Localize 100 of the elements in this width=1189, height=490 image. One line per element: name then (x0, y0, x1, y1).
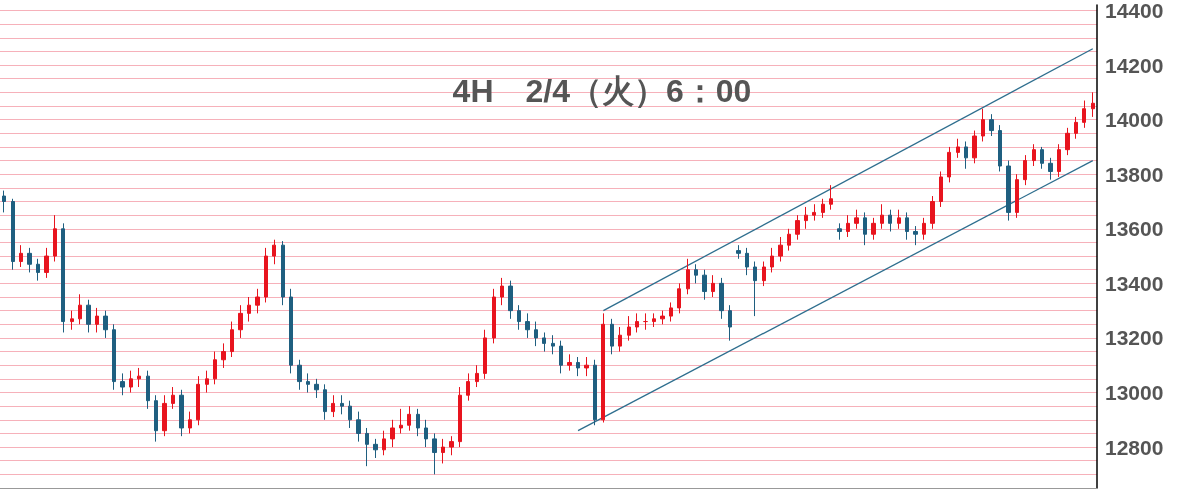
candlestick (44, 247, 49, 279)
y-tick-label: 14200 (1105, 53, 1164, 77)
candlestick (348, 400, 352, 429)
y-tick-label: 13000 (1105, 381, 1164, 404)
candlestick (989, 113, 994, 137)
candlestick (179, 389, 184, 437)
candlestick (871, 217, 876, 241)
candlestick (458, 386, 462, 448)
candlestick (323, 383, 327, 421)
candlestick (27, 247, 32, 273)
y-tick-label: 14000 (1105, 108, 1164, 132)
candlestick (795, 214, 800, 241)
candlestick (702, 269, 707, 301)
candlestick (407, 405, 411, 432)
candlestick (78, 293, 82, 325)
candlestick (120, 372, 125, 396)
candlestick (331, 394, 335, 418)
candlestick (11, 198, 15, 271)
candlestick (635, 312, 639, 333)
candlestick (382, 430, 386, 456)
candlestick (627, 315, 631, 342)
candlestick (466, 372, 470, 402)
candlestick (61, 222, 65, 333)
y-tick-label: 13600 (1105, 217, 1164, 241)
candlestick (221, 342, 226, 369)
y-tick-label: 13800 (1105, 162, 1164, 186)
candlestick (53, 214, 57, 263)
candlestick (137, 367, 141, 388)
candlestick (770, 247, 774, 273)
candlestick (576, 356, 580, 377)
candlestick (508, 280, 513, 320)
candlestick (103, 310, 108, 339)
candlestick (1074, 116, 1078, 140)
candlestick (660, 310, 665, 325)
candlestick (812, 203, 816, 222)
candlestick (534, 321, 538, 347)
candlestick (1023, 154, 1027, 186)
candlestick (1091, 91, 1095, 118)
candlestick (719, 277, 724, 320)
candlestick (913, 225, 918, 246)
candlestick (238, 304, 243, 339)
candlestick (365, 427, 369, 467)
y-tick-label: 14400 (1105, 0, 1164, 22)
candlestick (475, 364, 479, 388)
candlestick (1040, 146, 1044, 170)
candlestick (542, 331, 546, 353)
candlestick (373, 438, 378, 459)
candlestick (205, 370, 209, 393)
candlestick (677, 282, 681, 314)
candlestick (213, 351, 217, 385)
candlestick (432, 432, 437, 475)
candlestick (247, 296, 251, 323)
candlestick (306, 372, 310, 393)
candlestick (778, 236, 783, 263)
candlestick (837, 222, 842, 241)
candlestick (601, 312, 605, 424)
candlestick (551, 334, 555, 355)
candlestick (694, 263, 698, 284)
candlestick (669, 301, 673, 323)
candlestick (711, 274, 715, 298)
candlestick (567, 353, 572, 372)
candlestick (517, 304, 521, 331)
candlestick (956, 138, 960, 159)
candlestick (863, 211, 867, 246)
candlestick (281, 240, 285, 306)
candlestick (86, 299, 91, 333)
candlestick (492, 288, 496, 344)
candlestick (686, 258, 690, 295)
candlestick (804, 206, 808, 230)
candlestick (998, 124, 1002, 172)
candlestick (129, 370, 133, 393)
candlestick (340, 394, 344, 415)
candlestick (70, 310, 74, 331)
candlestick (736, 244, 741, 260)
candlestick (1048, 157, 1053, 181)
candlestick (424, 419, 428, 448)
candlestick (652, 312, 656, 328)
candlestick (188, 411, 192, 434)
y-tick-label: 13200 (1105, 326, 1164, 350)
candlestick (972, 130, 977, 164)
candlestick (146, 370, 150, 410)
candlestick (1082, 100, 1086, 129)
candlestick (289, 288, 293, 374)
candlestick (939, 170, 943, 208)
candlestick (399, 408, 403, 434)
candlestick (449, 435, 454, 456)
candlestick (728, 304, 732, 342)
candlestick (745, 247, 749, 276)
candlestick (905, 211, 909, 241)
candlestick (930, 195, 935, 230)
candlestick (416, 408, 420, 437)
candlestick (643, 312, 648, 331)
candlestick (272, 239, 276, 265)
candlestick (390, 419, 395, 448)
candlestick (230, 321, 234, 358)
candlestick (821, 198, 825, 219)
candlestick (162, 394, 167, 437)
candlestick (500, 277, 504, 306)
candlestick (880, 203, 884, 230)
candlestick (947, 146, 951, 183)
